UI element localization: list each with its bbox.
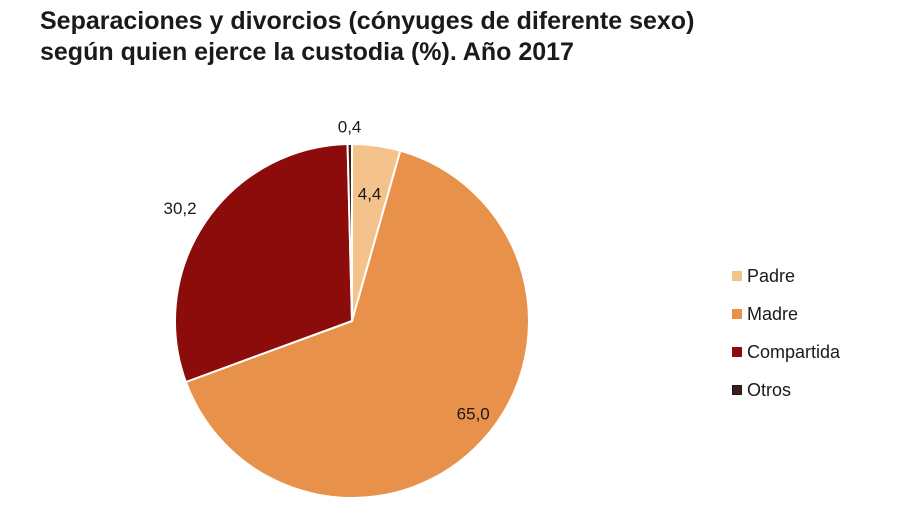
data-label-madre: 65,0 bbox=[457, 404, 490, 423]
pie-slice-compartida bbox=[174, 143, 353, 384]
chart-title: Separaciones y divorcios (cónyuges de di… bbox=[40, 6, 880, 68]
pie-slices bbox=[174, 143, 530, 499]
pie-data-labels: 4,4 65,0 30,2 0,4 bbox=[163, 118, 489, 424]
legend-label-compartida: Compartida bbox=[747, 341, 841, 362]
legend-swatch-padre bbox=[732, 271, 742, 281]
chart-title-line-1: Separaciones y divorcios (cónyuges de di… bbox=[40, 7, 695, 35]
data-label-otros: 0,4 bbox=[338, 118, 362, 137]
legend-swatch-otros bbox=[732, 385, 742, 395]
chart-title-line-2: según quien ejerce la custodia (%). Año … bbox=[40, 38, 574, 66]
pie-slice-otros bbox=[346, 143, 353, 322]
pie-slice-madre bbox=[184, 149, 530, 499]
legend-label-padre: Padre bbox=[747, 265, 796, 286]
legend-item-madre: Madre bbox=[732, 295, 892, 333]
legend-label-otros: Otros bbox=[747, 379, 792, 400]
legend-item-compartida: Compartida bbox=[732, 333, 892, 371]
legend-item-otros: Otros bbox=[732, 371, 892, 409]
legend-label-madre: Madre bbox=[747, 303, 799, 324]
legend-item-padre: Padre bbox=[732, 257, 892, 295]
data-label-padre: 4,4 bbox=[358, 184, 382, 203]
legend: Padre Madre Compartida Otros bbox=[732, 257, 892, 409]
data-label-compartida: 30,2 bbox=[163, 199, 196, 218]
legend-swatch-madre bbox=[732, 309, 742, 319]
legend-swatch-compartida bbox=[732, 347, 742, 357]
